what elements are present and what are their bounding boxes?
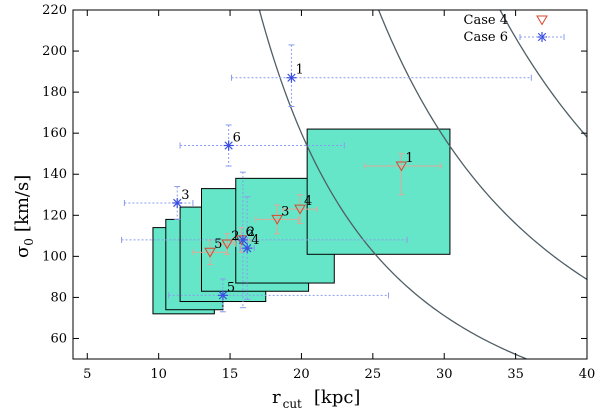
y-tick-label-140: 140 (42, 167, 67, 182)
legend-label-case-6: Case 6 (464, 30, 508, 45)
case-4-point-4-marker (294, 204, 306, 215)
case-6-point-4-marker (242, 243, 253, 254)
case-6-point-6-marker (223, 140, 234, 151)
curve-high (499, 10, 587, 138)
legend-label-case-4: Case 4 (464, 13, 508, 28)
x-tick-label-30: 30 (436, 367, 453, 382)
case-4-point-5-label: 5 (214, 237, 222, 252)
error-bars (121, 44, 532, 313)
legend: Case 4 Case 6 (464, 13, 565, 45)
case-6-point-6-label: 6 (233, 130, 241, 145)
case-6-point-4-marker-d2 (243, 243, 252, 253)
x-tick-label-5: 5 (83, 367, 91, 382)
x-tick-label-25: 25 (365, 367, 382, 382)
y-axis-title: σ0 [km/s] (12, 175, 36, 258)
case-4-point-6-label: 6 (245, 225, 253, 240)
y-tick-label-220: 220 (42, 3, 67, 18)
x-axis-symbol: r (272, 387, 281, 408)
case-4-point-3-marker (271, 214, 284, 225)
x-axis-unit: [kpc] (314, 387, 361, 408)
case-4-point-2-marker (221, 239, 234, 250)
case-6-point-1-label: 1 (295, 63, 303, 78)
case-4-point-2-label: 2 (231, 229, 239, 244)
y-tick-label-60: 60 (50, 331, 67, 346)
case-6-point-2-label: 2 (247, 225, 255, 240)
y-axis-unit: [km/s] (12, 175, 33, 232)
case-6-point-3-label: 3 (181, 188, 189, 203)
case-6-point-2-marker (237, 234, 248, 245)
case-6-point-2-marker-d2 (238, 235, 248, 245)
case-4-point-1-marker (395, 161, 408, 172)
case-6-point-5-label: 5 (227, 280, 235, 295)
case-6-point-6-marker-d2 (224, 141, 233, 150)
y-tick-label-80: 80 (50, 290, 67, 305)
case-6-point-3-marker (172, 197, 183, 208)
case-4-point-3-label: 3 (281, 204, 289, 219)
x-tick-label-20: 20 (293, 367, 310, 382)
case-4-point-4-label: 4 (304, 194, 312, 209)
y-axis-symbol: σ (12, 246, 33, 258)
plot-frame (72, 9, 588, 360)
x-axis-title: r cut [kpc] (272, 387, 360, 411)
case-4-point-1-label: 1 (405, 151, 413, 166)
y-tick-label-200: 200 (42, 44, 67, 59)
case-6-point-5-marker-d2 (218, 291, 228, 300)
case-6-point-1-marker (286, 72, 297, 83)
legend-marker-case-4 (536, 15, 548, 26)
x-tick-label-10: 10 (150, 367, 167, 382)
x-tick-label-40: 40 (579, 367, 596, 382)
y-tick-label-180: 180 (42, 85, 67, 100)
case-6-point-3-marker-d2 (173, 198, 182, 208)
y-tick-label-100: 100 (42, 249, 67, 264)
x-tick-label-35: 35 (507, 367, 524, 382)
case-6-point-4-label: 4 (251, 233, 259, 248)
case-4-point-5-marker (204, 247, 216, 258)
curve-mid (377, 10, 587, 280)
y-axis-subscript: 0 (22, 238, 36, 246)
curve-low (258, 10, 529, 359)
case-6-point-5-marker (217, 290, 228, 301)
case-6-point-1-marker-d2 (287, 73, 296, 82)
uncertainty-box-6 (306, 128, 451, 255)
model-curves (258, 10, 587, 359)
x-axis-subscript: cut (283, 397, 302, 411)
x-tick-label-15: 15 (222, 367, 239, 382)
y-tick-label-120: 120 (42, 208, 67, 223)
y-tick-label-160: 160 (42, 126, 67, 141)
